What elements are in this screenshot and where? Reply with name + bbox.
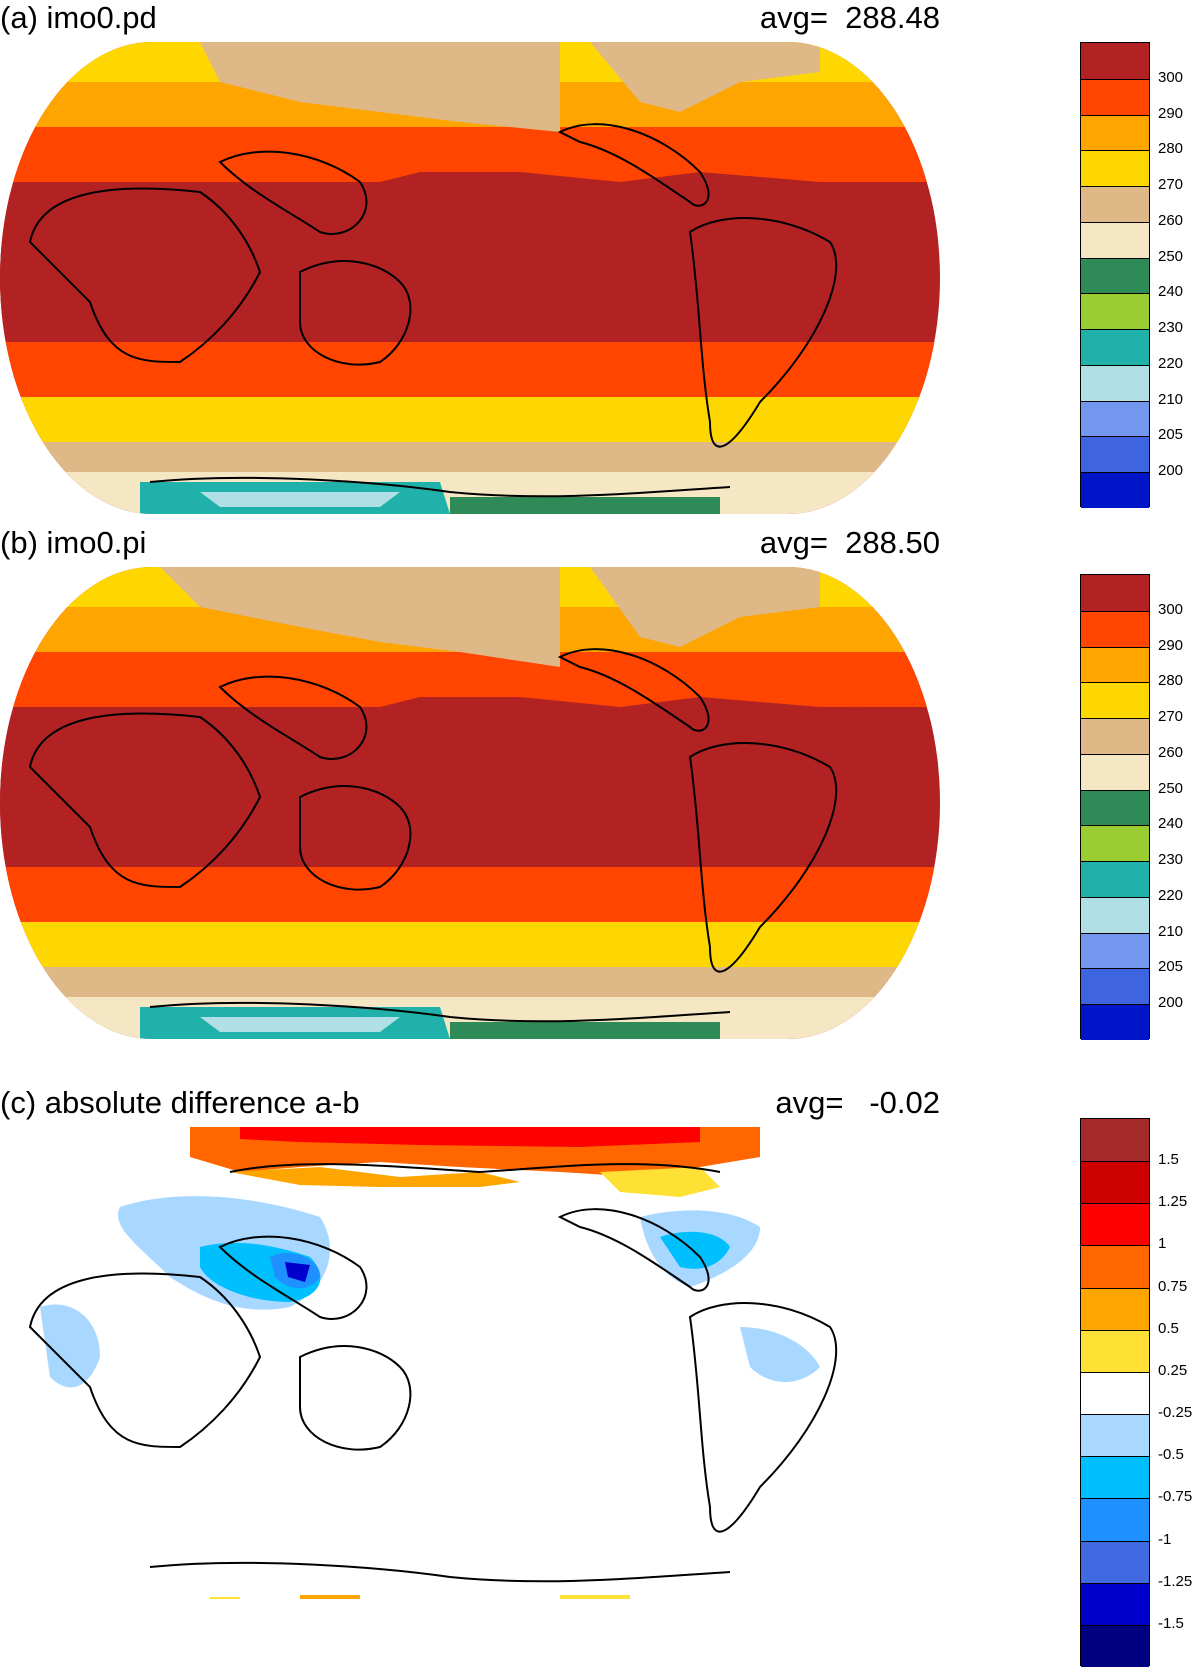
colorbar-swatch xyxy=(1081,1287,1149,1330)
panel-b-average: avg= 288.50 xyxy=(759,525,940,560)
panel-c-map-svg xyxy=(0,1127,940,1599)
colorbar-swatch xyxy=(1081,896,1149,933)
colorbar-tick-label: 1.5 xyxy=(1158,1151,1179,1169)
colorbar-tick-label: -0.25 xyxy=(1158,1404,1193,1422)
colorbar-swatch xyxy=(1081,364,1149,401)
colorbar-swatch xyxy=(1081,753,1149,790)
panel-a-map-svg xyxy=(0,42,940,514)
colorbar-swatch xyxy=(1081,221,1149,258)
panel-a-colorbar xyxy=(1080,42,1150,508)
colorbar-tick-label: 220 xyxy=(1158,886,1184,904)
panel-c-map xyxy=(0,1127,940,1599)
colorbar-swatch xyxy=(1081,932,1149,969)
colorbar-swatch xyxy=(1081,610,1149,647)
colorbar-tick-label: 290 xyxy=(1158,636,1184,654)
panel-c-average: avg= -0.02 xyxy=(775,1085,940,1120)
colorbar-tick-label: 1 xyxy=(1158,1235,1167,1253)
colorbar-swatch xyxy=(1081,1414,1149,1457)
colorbar-tick-label: 280 xyxy=(1158,672,1184,690)
colorbar-tick-label: 230 xyxy=(1158,851,1184,869)
colorbar-tick-label: 205 xyxy=(1158,958,1184,976)
colorbar-swatch xyxy=(1081,150,1149,187)
colorbar-tick-label: -0.75 xyxy=(1158,1488,1193,1506)
colorbar-swatch xyxy=(1081,1119,1149,1162)
colorbar-swatch xyxy=(1081,718,1149,754)
colorbar-tick-label: 270 xyxy=(1158,708,1184,726)
colorbar-swatch xyxy=(1081,1498,1149,1541)
panel-b-colorbar xyxy=(1080,574,1150,1040)
colorbar-swatch xyxy=(1081,575,1149,611)
colorbar-tick-label: 240 xyxy=(1158,283,1184,301)
panel-a-average: avg= 288.48 xyxy=(759,0,940,35)
colorbar-swatch xyxy=(1081,1004,1149,1040)
colorbar-swatch xyxy=(1081,1456,1149,1499)
colorbar-swatch xyxy=(1081,1203,1149,1246)
colorbar-swatch xyxy=(1081,861,1149,897)
colorbar-swatch xyxy=(1081,1245,1149,1288)
colorbar-swatch xyxy=(1081,646,1149,683)
colorbar-swatch xyxy=(1081,43,1149,79)
colorbar-tick-label: 0.25 xyxy=(1158,1361,1188,1379)
colorbar-swatch xyxy=(1081,436,1149,473)
colorbar-tick-label: 210 xyxy=(1158,922,1184,940)
panel-b-title: (b) imo0.pi xyxy=(0,525,147,560)
colorbar-swatch xyxy=(1081,78,1149,115)
colorbar-tick-label: -1.5 xyxy=(1158,1614,1184,1632)
colorbar-swatch xyxy=(1081,682,1149,719)
colorbar-tick-label: 220 xyxy=(1158,354,1184,372)
colorbar-tick-label: -1.25 xyxy=(1158,1572,1193,1590)
colorbar-tick-label: 260 xyxy=(1158,211,1184,229)
colorbar-swatch xyxy=(1081,472,1149,508)
panel-b-map xyxy=(0,567,940,1039)
colorbar-swatch xyxy=(1081,257,1149,294)
colorbar-swatch xyxy=(1081,400,1149,437)
colorbar-tick-label: 270 xyxy=(1158,176,1184,194)
colorbar-swatch xyxy=(1081,789,1149,826)
colorbar-tick-label: 300 xyxy=(1158,68,1184,86)
colorbar-tick-label: -0.5 xyxy=(1158,1446,1184,1464)
colorbar-tick-label: 240 xyxy=(1158,815,1184,833)
colorbar-swatch xyxy=(1081,114,1149,151)
panel-a-title: (a) imo0.pd xyxy=(0,0,157,35)
panel-a-map xyxy=(0,42,940,514)
colorbar-tick-label: 230 xyxy=(1158,319,1184,337)
colorbar-swatch xyxy=(1081,1624,1149,1667)
colorbar-swatch xyxy=(1081,1582,1149,1625)
colorbar-tick-label: 280 xyxy=(1158,140,1184,158)
colorbar-swatch xyxy=(1081,1371,1149,1415)
colorbar-swatch xyxy=(1081,825,1149,862)
colorbar-tick-label: 0.5 xyxy=(1158,1319,1179,1337)
colorbar-tick-label: 250 xyxy=(1158,247,1184,265)
panel-c-colorbar xyxy=(1080,1118,1150,1667)
colorbar-swatch xyxy=(1081,1540,1149,1583)
colorbar-swatch xyxy=(1081,1161,1149,1204)
colorbar-tick-label: 250 xyxy=(1158,779,1184,797)
colorbar-tick-label: 205 xyxy=(1158,426,1184,444)
colorbar-swatch xyxy=(1081,968,1149,1005)
panel-c-title: (c) absolute difference a-b xyxy=(0,1085,360,1120)
colorbar-tick-label: -1 xyxy=(1158,1530,1172,1548)
colorbar-tick-label: 300 xyxy=(1158,600,1184,618)
colorbar-swatch xyxy=(1081,293,1149,330)
colorbar-tick-label: 290 xyxy=(1158,104,1184,122)
colorbar-tick-label: 260 xyxy=(1158,743,1184,761)
colorbar-tick-label: 200 xyxy=(1158,462,1184,480)
colorbar-tick-label: 0.75 xyxy=(1158,1277,1188,1295)
colorbar-swatch xyxy=(1081,1329,1149,1372)
colorbar-tick-label: 210 xyxy=(1158,390,1184,408)
colorbar-swatch xyxy=(1081,329,1149,365)
colorbar-tick-label: 200 xyxy=(1158,994,1184,1012)
colorbar-tick-label: 1.25 xyxy=(1158,1193,1188,1211)
panel-b-map-svg xyxy=(0,567,940,1039)
colorbar-swatch xyxy=(1081,186,1149,222)
